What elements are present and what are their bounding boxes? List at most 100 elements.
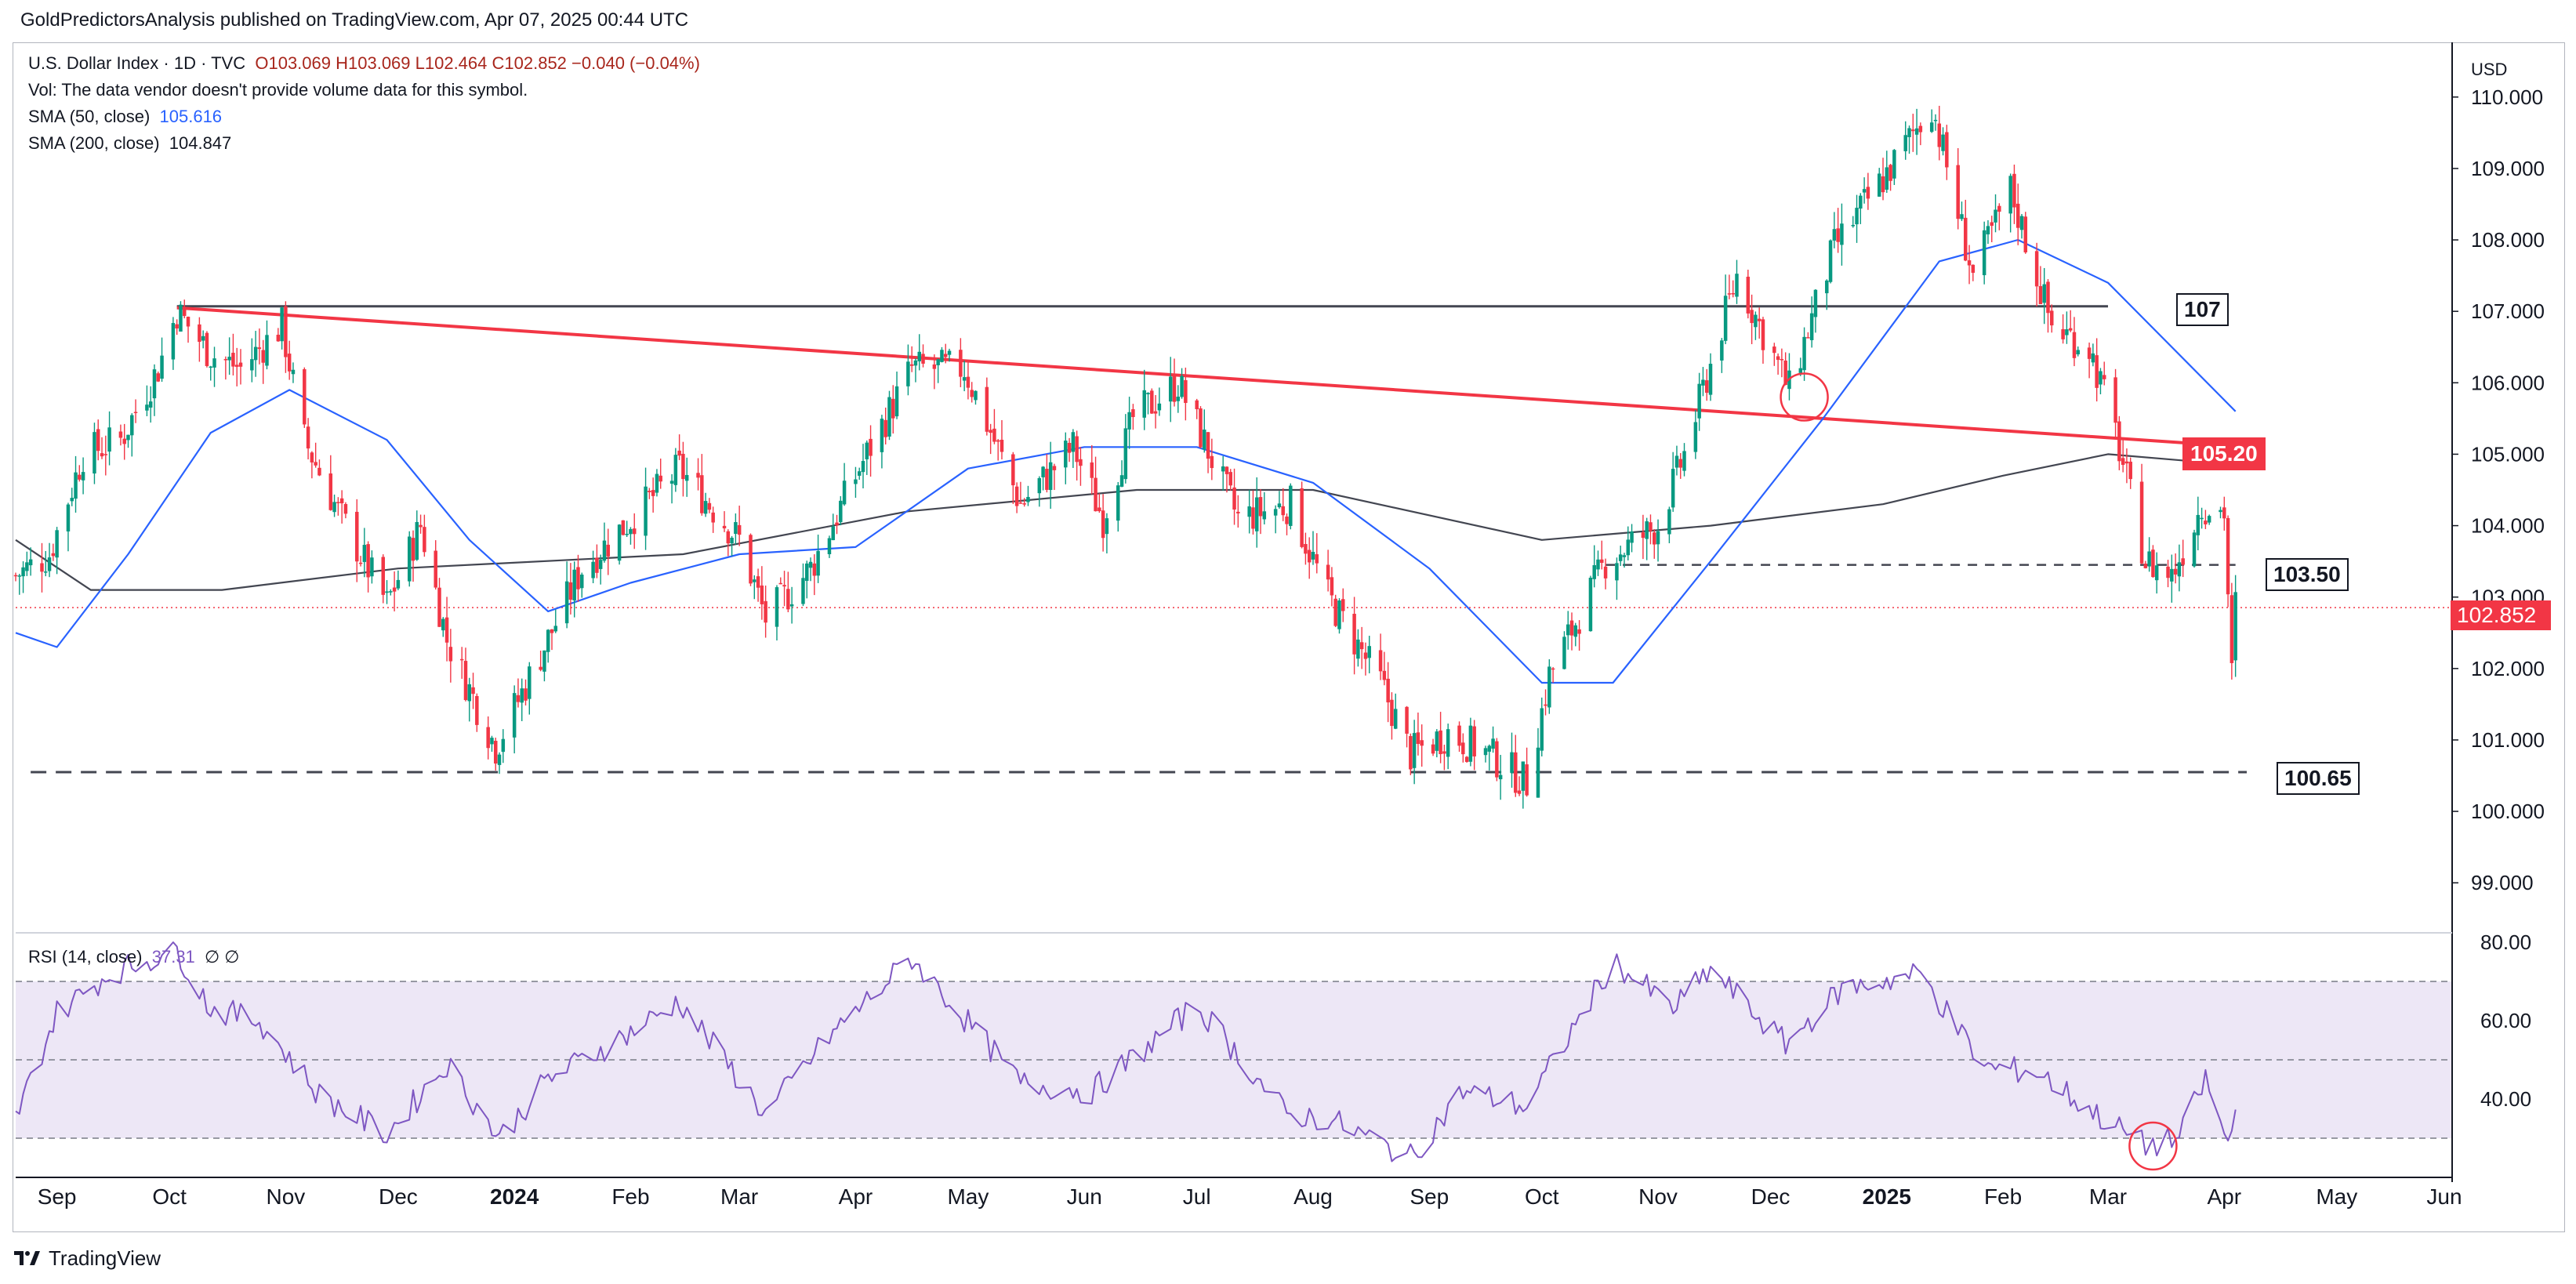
candle-body [1809, 313, 1814, 340]
candle-body [1802, 336, 1806, 371]
candle-body [284, 306, 288, 357]
candle-body [730, 538, 734, 544]
candle-body [880, 419, 884, 452]
candle-body [2143, 564, 2148, 568]
support-100-65-label[interactable]: 100.65 [2277, 762, 2360, 795]
candle-body [1881, 176, 1885, 193]
candle-body [1439, 730, 1442, 755]
candle-body [722, 525, 727, 529]
candle-body [1618, 554, 1623, 561]
candle-body [1333, 598, 1337, 626]
candle-body [100, 453, 104, 457]
candle-body [1727, 293, 1732, 295]
candle-body [1412, 733, 1417, 768]
sma50-value: 105.616 [159, 107, 223, 126]
candle-body [974, 390, 978, 401]
rsi-label: RSI (14, close) [28, 947, 143, 967]
candle-body [801, 578, 805, 604]
candle-body [1945, 132, 1949, 168]
candle-body [1277, 503, 1282, 508]
candle-body [1420, 740, 1424, 746]
candle-body [831, 526, 835, 541]
time-tick-label: Oct [1525, 1184, 1559, 1209]
candle-body [21, 567, 25, 577]
candle-body [883, 419, 887, 437]
candle-body [1544, 704, 1547, 706]
candle-body [1281, 506, 1285, 516]
legend-symbol[interactable]: U.S. Dollar Index · 1D · TVC [28, 53, 246, 73]
candle-body [13, 575, 18, 577]
candle-body [2147, 551, 2151, 567]
candle-body [2233, 592, 2237, 661]
candle-body [2046, 281, 2050, 314]
price-tick-label: 99.000 [2471, 871, 2534, 894]
candle-body [1195, 400, 1199, 410]
time-tick-label: Mar [720, 1184, 758, 1209]
candle-body [389, 591, 393, 593]
candle-body [2200, 517, 2204, 520]
candle-body [317, 467, 321, 476]
candle-body [1285, 516, 1289, 524]
candle-body [1813, 289, 1818, 317]
candle-body [1487, 745, 1492, 752]
footer-brand[interactable]: TradingView [49, 1246, 161, 1270]
legend-sma50[interactable]: SMA (50, close) 105.616 [28, 107, 222, 127]
legend-rsi[interactable]: RSI (14, close) 37.31 ∅ ∅ [28, 947, 239, 967]
candle-body [1828, 240, 1833, 282]
rsi-line [15, 941, 2237, 1162]
candle-body [542, 650, 546, 672]
time-tick-label: Nov [1638, 1184, 1678, 1209]
candle-body [1674, 455, 1679, 468]
support-103-50-label[interactable]: 103.50 [2266, 558, 2349, 591]
candle-body [1468, 725, 1473, 762]
candle-body [2196, 514, 2200, 535]
candle-body [253, 346, 258, 361]
candle-body [336, 502, 340, 503]
resistance-107-label[interactable]: 107 [2176, 293, 2229, 326]
candle-body [1851, 224, 1856, 227]
candle-body [1393, 709, 1398, 729]
candle-body [437, 587, 441, 627]
legend-volume-note: Vol: The data vendor doesn't provide vol… [28, 80, 528, 100]
candle-body [280, 307, 284, 342]
candle-body [2068, 328, 2073, 331]
candle-body [250, 359, 254, 371]
candle-body [1472, 726, 1476, 756]
candle-body [703, 501, 708, 514]
candle-body [1330, 577, 1334, 596]
candle-body [1877, 173, 1881, 197]
candle-body [332, 502, 336, 513]
candle-body [265, 335, 269, 366]
candle-body [520, 688, 524, 703]
candle-body [2177, 562, 2182, 577]
candle-body [1289, 485, 1293, 526]
candle-body [2139, 481, 2144, 564]
candle-body [1041, 466, 1045, 477]
candle-body [1180, 375, 1184, 397]
candle-body [1888, 165, 1892, 181]
trendline-label[interactable]: 105.20 [2182, 437, 2266, 470]
price-tick-label: 105.000 [2471, 442, 2545, 466]
candle-body [2072, 332, 2077, 358]
candle-body [276, 335, 281, 342]
candle-body [512, 693, 517, 738]
candle-body [1914, 128, 1919, 135]
candle-body [1596, 559, 1600, 570]
candle-body [2192, 532, 2197, 567]
candle-body [1708, 364, 1713, 395]
candle-body [644, 486, 648, 536]
candle-body [1746, 277, 1751, 314]
candle-body [1071, 432, 1076, 452]
candle-body [2015, 203, 2020, 228]
candle-body [887, 397, 891, 437]
candle-body [261, 350, 265, 363]
candle-body [467, 684, 472, 702]
time-tick-label: Aug [1293, 1184, 1333, 1209]
candle-body [1540, 708, 1544, 751]
candle-body [992, 428, 996, 442]
candle-body [1704, 380, 1709, 394]
candle-body [737, 524, 742, 535]
candle-body [1569, 620, 1574, 636]
legend-sma200[interactable]: SMA (200, close) 104.847 [28, 133, 231, 154]
